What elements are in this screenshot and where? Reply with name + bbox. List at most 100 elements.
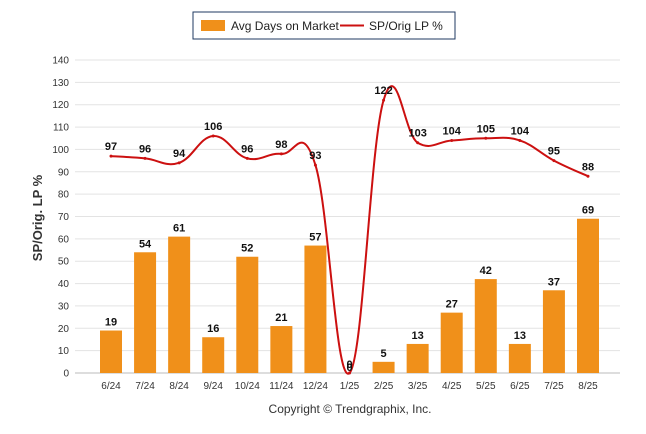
series-line (110, 85, 589, 375)
x-tick-label: 1/25 (340, 381, 360, 392)
line-data-label: 93 (309, 150, 321, 162)
line-data-label: 104 (443, 125, 462, 137)
line-point (211, 134, 215, 138)
y-tick-label: 140 (52, 56, 69, 67)
line-point (313, 163, 317, 167)
bar-series (100, 218, 599, 373)
bar (440, 312, 463, 373)
x-tick-label: 3/25 (408, 381, 428, 392)
bar (304, 245, 327, 373)
line-data-label: 95 (548, 146, 560, 158)
line-data-label: 0 (346, 362, 352, 374)
y-tick-label: 40 (58, 279, 70, 290)
legend-bar-label: Avg Days on Market (231, 19, 339, 33)
bar-data-label: 37 (548, 276, 560, 288)
legend-line-label: SP/Orig LP % (369, 19, 443, 33)
line-series (109, 85, 590, 375)
line-data-label: 98 (275, 139, 287, 151)
x-tick-label: 8/24 (169, 381, 189, 392)
bar-data-label: 19 (105, 317, 117, 329)
bar (202, 337, 225, 373)
line-point (518, 138, 522, 142)
line-point (484, 136, 488, 140)
data-labels: 19 54 61 16 52 21 57 0 5 13 27 42 13 37 69 97 96 94 106 96 9… (105, 85, 594, 374)
legend-bar-swatch (201, 20, 225, 31)
line-data-label: 94 (173, 148, 186, 160)
bar (168, 236, 191, 373)
bar (100, 330, 122, 373)
line-point (348, 371, 351, 375)
bar (542, 290, 565, 373)
bar-data-label: 54 (139, 238, 152, 250)
bar (134, 252, 157, 373)
y-tick-label: 110 (53, 123, 69, 134)
bar-data-label: 52 (241, 243, 253, 255)
bar-data-label: 57 (309, 232, 321, 244)
y-tick-label: 70 (58, 212, 70, 223)
line-point (552, 159, 556, 163)
bar-data-label: 69 (582, 205, 594, 217)
x-tick-label: 4/25 (442, 381, 462, 392)
y-axis-ticks: 0 10 20 30 40 50 60 70 80 90 100 110 120 130 140 (52, 56, 69, 380)
x-tick-label: 11/24 (269, 381, 294, 392)
x-tick-label: 6/24 (101, 381, 121, 392)
line-data-label: 96 (241, 143, 253, 155)
y-tick-label: 30 (58, 301, 70, 312)
line-data-label: 88 (582, 161, 594, 173)
bar (406, 343, 429, 373)
bar-data-label: 13 (514, 330, 526, 342)
line-data-label: 104 (511, 125, 530, 137)
legend: Avg Days on Market SP/Orig LP % (192, 11, 456, 40)
line-point (109, 154, 113, 158)
y-tick-label: 130 (52, 78, 69, 89)
bar-data-label: 0 (346, 359, 352, 371)
y-tick-label: 80 (58, 190, 70, 201)
x-tick-label: 6/25 (510, 381, 530, 392)
line-data-label: 97 (105, 141, 117, 153)
bar (508, 343, 531, 373)
y-tick-label: 0 (63, 369, 69, 380)
x-tick-label: 2/25 (374, 381, 394, 392)
x-tick-label: 7/24 (135, 381, 155, 392)
bar-data-label: 16 (207, 323, 219, 335)
bar (236, 256, 259, 373)
line-point (245, 156, 249, 160)
x-tick-label: 8/25 (578, 381, 598, 392)
line-point (450, 138, 454, 142)
x-tick-label: 12/24 (303, 381, 328, 392)
y-axis-label: SP/Orig. LP % (30, 174, 45, 261)
x-tick-label: 7/25 (544, 381, 564, 392)
bar-data-label: 42 (480, 265, 492, 277)
x-tick-label: 9/24 (203, 381, 223, 392)
line-point (177, 161, 181, 165)
line-point (416, 141, 420, 145)
line-point (382, 98, 386, 102)
bar-data-label: 61 (173, 223, 185, 235)
line-data-label: 106 (204, 121, 222, 133)
bar (474, 279, 497, 373)
y-tick-label: 60 (58, 234, 70, 245)
bar (372, 361, 395, 373)
bar (270, 326, 293, 373)
bar-data-label: 27 (446, 299, 458, 311)
line-point (279, 152, 283, 156)
y-tick-label: 20 (58, 324, 70, 335)
y-tick-label: 100 (52, 145, 69, 156)
y-tick-label: 90 (58, 167, 70, 178)
x-tick-label: 10/24 (235, 381, 260, 392)
copyright-text: Copyright © Trendgraphix, Inc. (269, 402, 432, 416)
line-point (586, 174, 590, 178)
y-tick-label: 50 (58, 257, 70, 268)
line-data-label: 96 (139, 143, 151, 155)
legend-box (192, 11, 456, 40)
bar-data-label: 5 (381, 348, 387, 360)
x-tick-label: 5/25 (476, 381, 496, 392)
y-tick-label: 10 (58, 346, 70, 357)
bar-data-label: 13 (412, 330, 424, 342)
line-data-label: 122 (374, 85, 392, 97)
line-data-label: 105 (477, 123, 495, 135)
bar (577, 218, 599, 373)
line-data-label: 103 (408, 128, 426, 140)
line-point (143, 156, 147, 160)
